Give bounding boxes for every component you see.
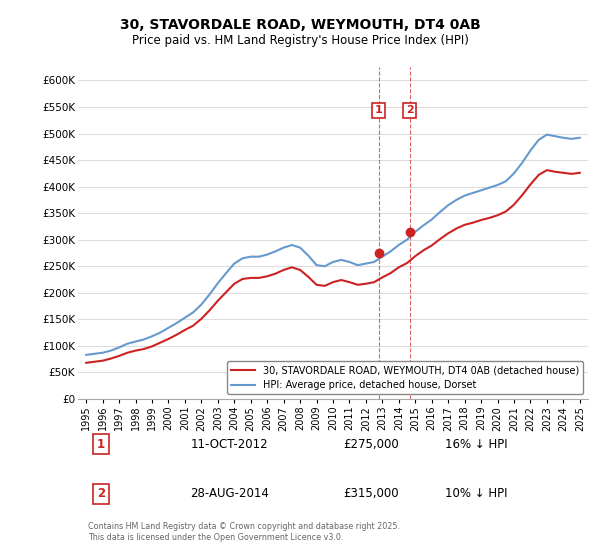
Text: 2: 2 (406, 105, 413, 115)
Text: 16% ↓ HPI: 16% ↓ HPI (445, 438, 508, 451)
Text: 10% ↓ HPI: 10% ↓ HPI (445, 487, 508, 500)
Text: £275,000: £275,000 (343, 438, 399, 451)
Text: 1: 1 (375, 105, 383, 115)
Text: 1: 1 (97, 438, 105, 451)
Legend: 30, STAVORDALE ROAD, WEYMOUTH, DT4 0AB (detached house), HPI: Average price, det: 30, STAVORDALE ROAD, WEYMOUTH, DT4 0AB (… (227, 361, 583, 394)
Text: 30, STAVORDALE ROAD, WEYMOUTH, DT4 0AB: 30, STAVORDALE ROAD, WEYMOUTH, DT4 0AB (119, 18, 481, 32)
Text: £315,000: £315,000 (343, 487, 399, 500)
Text: 2: 2 (97, 487, 105, 500)
Text: Contains HM Land Registry data © Crown copyright and database right 2025.
This d: Contains HM Land Registry data © Crown c… (88, 522, 400, 542)
Text: 28-AUG-2014: 28-AUG-2014 (190, 487, 269, 500)
Text: Price paid vs. HM Land Registry's House Price Index (HPI): Price paid vs. HM Land Registry's House … (131, 34, 469, 47)
Text: 11-OCT-2012: 11-OCT-2012 (190, 438, 268, 451)
